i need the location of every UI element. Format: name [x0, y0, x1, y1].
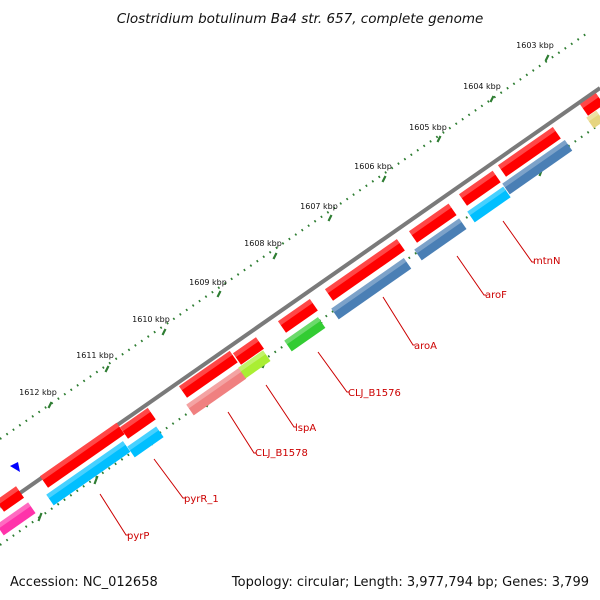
cds-block[interactable]	[186, 367, 247, 416]
cds-block[interactable]	[502, 139, 573, 195]
cds-block[interactable]	[127, 426, 164, 458]
gene-label[interactable]: pyrR_1	[184, 494, 219, 505]
gene-block[interactable]	[408, 203, 457, 243]
scale-tick	[489, 95, 495, 103]
scale-tick	[327, 214, 333, 222]
cds-block[interactable]	[0, 502, 36, 536]
gene-label[interactable]: aroF	[485, 290, 507, 301]
cds-block[interactable]	[46, 441, 131, 506]
scale-dotted-line	[0, 33, 587, 440]
scale-label: 1609 kbp	[189, 278, 227, 287]
gene-label-leader	[456, 255, 486, 296]
scale-labels: 1603 kbp 1604 kbp 1605 kbp 1606 kbp 1607 kbp…	[19, 41, 554, 397]
gene-block[interactable]	[232, 337, 264, 365]
scale-ruler: 1603 kbp 1604 kbp 1605 kbp 1606 kbp 1607 kbp…	[0, 33, 587, 440]
gene-label[interactable]: aroA	[414, 341, 437, 352]
scale-tick	[161, 328, 167, 336]
topology-text: Topology: circular; Length: 3,977,794 bp…	[231, 575, 589, 590]
gene-label-leader	[153, 458, 185, 499]
scale-tick	[381, 175, 387, 183]
gene-block[interactable]	[458, 170, 501, 206]
inner-scale-tick	[37, 512, 43, 522]
gene-label[interactable]: lspA	[295, 423, 316, 434]
scale-label: 1605 kbp	[409, 123, 447, 132]
cds-block[interactable]	[586, 110, 600, 129]
cds-block[interactable]	[238, 350, 271, 379]
scale-label: 1604 kbp	[463, 82, 501, 91]
gene-block[interactable]	[0, 486, 25, 512]
gene-block[interactable]	[178, 350, 238, 398]
scale-label: 1611 kbp	[76, 351, 114, 360]
scale-label: 1608 kbp	[244, 239, 282, 248]
scale-label: 1612 kbp	[19, 388, 57, 397]
gene-label[interactable]: CLJ_B1578	[255, 448, 308, 459]
scale-label: 1606 kbp	[354, 162, 392, 171]
scale-label: 1603 kbp	[516, 41, 554, 50]
cds-block[interactable]	[331, 258, 412, 320]
scale-label: 1610 kbp	[132, 315, 170, 324]
inner-scale-tick	[93, 475, 99, 485]
gene-label-leader	[502, 220, 534, 263]
gene-label[interactable]: mtnN	[533, 256, 560, 267]
scale-label: 1607 kbp	[300, 202, 338, 211]
scale-tick	[216, 290, 222, 298]
scale-tick	[104, 365, 110, 373]
scale-tick	[272, 252, 278, 260]
gene-block[interactable]	[277, 299, 318, 333]
gene-label-leader	[265, 384, 296, 428]
gene-label-leader	[382, 296, 415, 346]
scale-tick	[436, 135, 442, 143]
feature-track	[0, 93, 600, 536]
gene-block[interactable]	[39, 422, 125, 488]
strand-marker-icon	[10, 462, 20, 472]
gene-block[interactable]	[497, 126, 561, 177]
gene-labels: mtnN aroF aroA CLJ_B1576 lspA CLJ_B1578 pyrR_1…	[99, 220, 560, 542]
gene-label-leader	[99, 493, 128, 536]
accession-text: Accession: NC_012658	[10, 575, 158, 590]
gene-label[interactable]: CLJ_B1576	[348, 388, 401, 399]
scale-tick	[544, 54, 550, 62]
gene-label[interactable]: pyrP	[127, 531, 149, 542]
map-title: Clostridium botulinum Ba4 str. 657, comp…	[117, 11, 484, 27]
cds-block[interactable]	[284, 317, 326, 352]
gene-block[interactable]	[324, 239, 405, 301]
scale-major-ticks	[47, 54, 550, 409]
scale-tick	[47, 401, 53, 409]
gene-block[interactable]	[119, 407, 156, 439]
gene-label-leader	[227, 411, 256, 454]
cds-block[interactable]	[467, 186, 511, 223]
gene-label-leader	[317, 351, 349, 393]
gene-block[interactable]	[579, 93, 600, 116]
cds-block[interactable]	[414, 218, 467, 261]
